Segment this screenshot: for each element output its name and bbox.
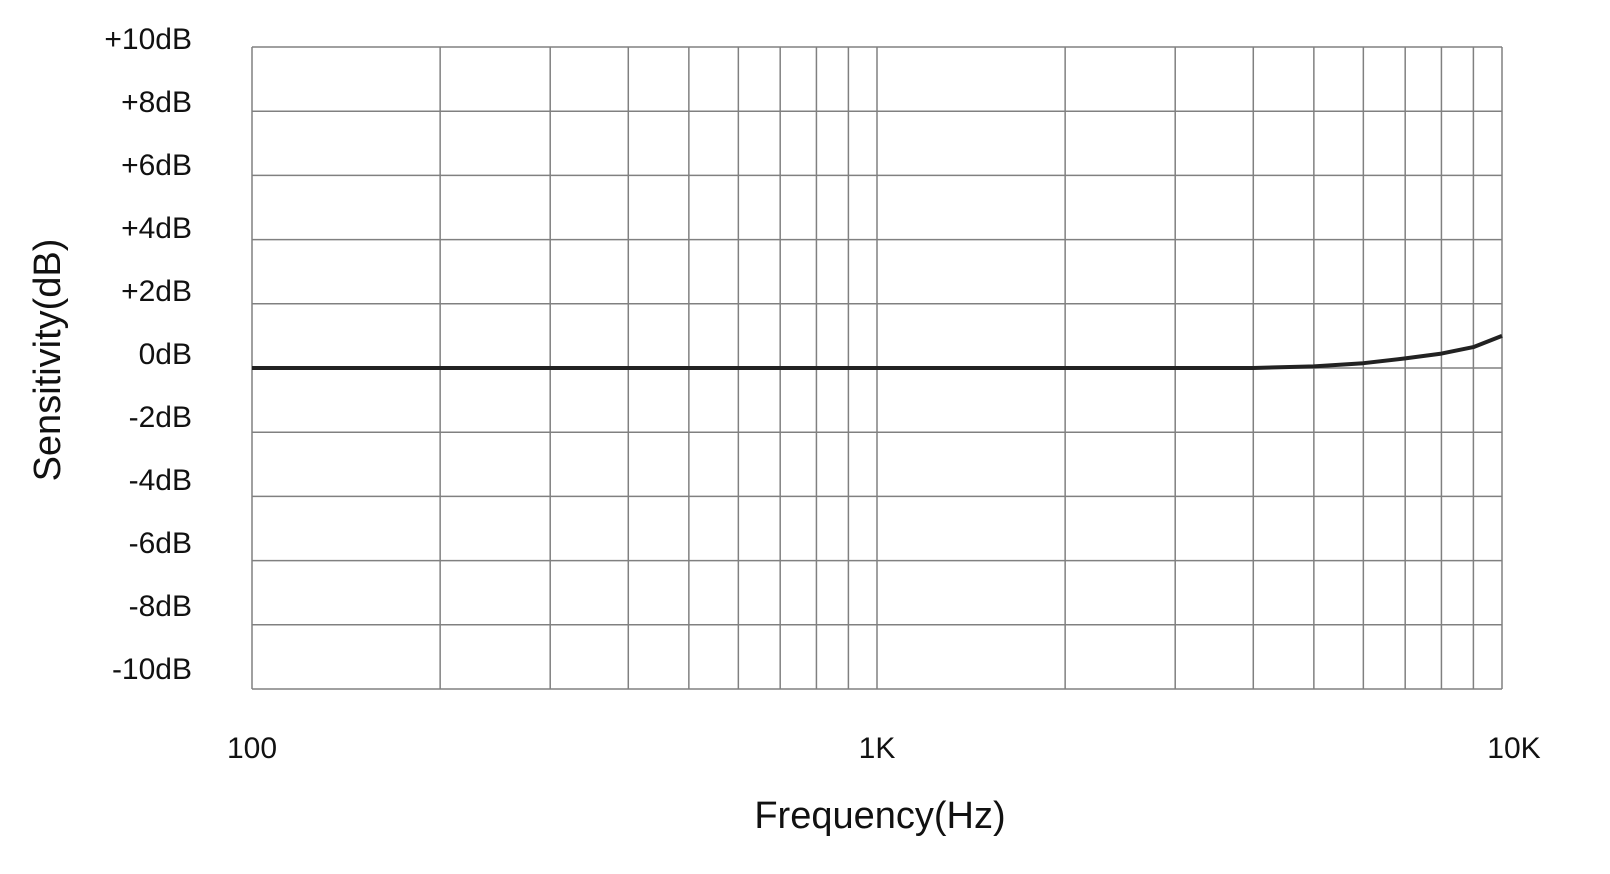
y-tick-label: +8dB [121, 86, 192, 119]
y-tick-label: +6dB [121, 149, 192, 182]
x-tick-label: 10K [1487, 732, 1540, 765]
y-axis-title: Sensitivity(dB) [27, 239, 69, 482]
x-axis-title: Frequency(Hz) [754, 795, 1005, 837]
x-tick-label: 1K [859, 732, 896, 765]
series-line [252, 334, 1503, 370]
y-tick-label: 0dB [139, 338, 192, 371]
y-tick-label: -4dB [129, 464, 192, 497]
y-tick-label: -10dB [112, 653, 192, 686]
y-tick-label: -8dB [129, 590, 192, 623]
y-tick-label: +4dB [121, 212, 192, 245]
y-tick-label: -2dB [129, 401, 192, 434]
y-tick-label: +2dB [121, 275, 192, 308]
y-tick-label: +10dB [104, 23, 192, 56]
series-group [252, 334, 1503, 370]
y-tick-label: -6dB [129, 527, 192, 560]
y-tick-labels: +10dB +8dB +6dB +4dB +2dB 0dB -2dB -4dB -6dB -8dB… [104, 23, 192, 686]
x-tick-label: 100 [227, 732, 277, 765]
x-tick-labels: 100 1K 10K [227, 732, 1541, 765]
